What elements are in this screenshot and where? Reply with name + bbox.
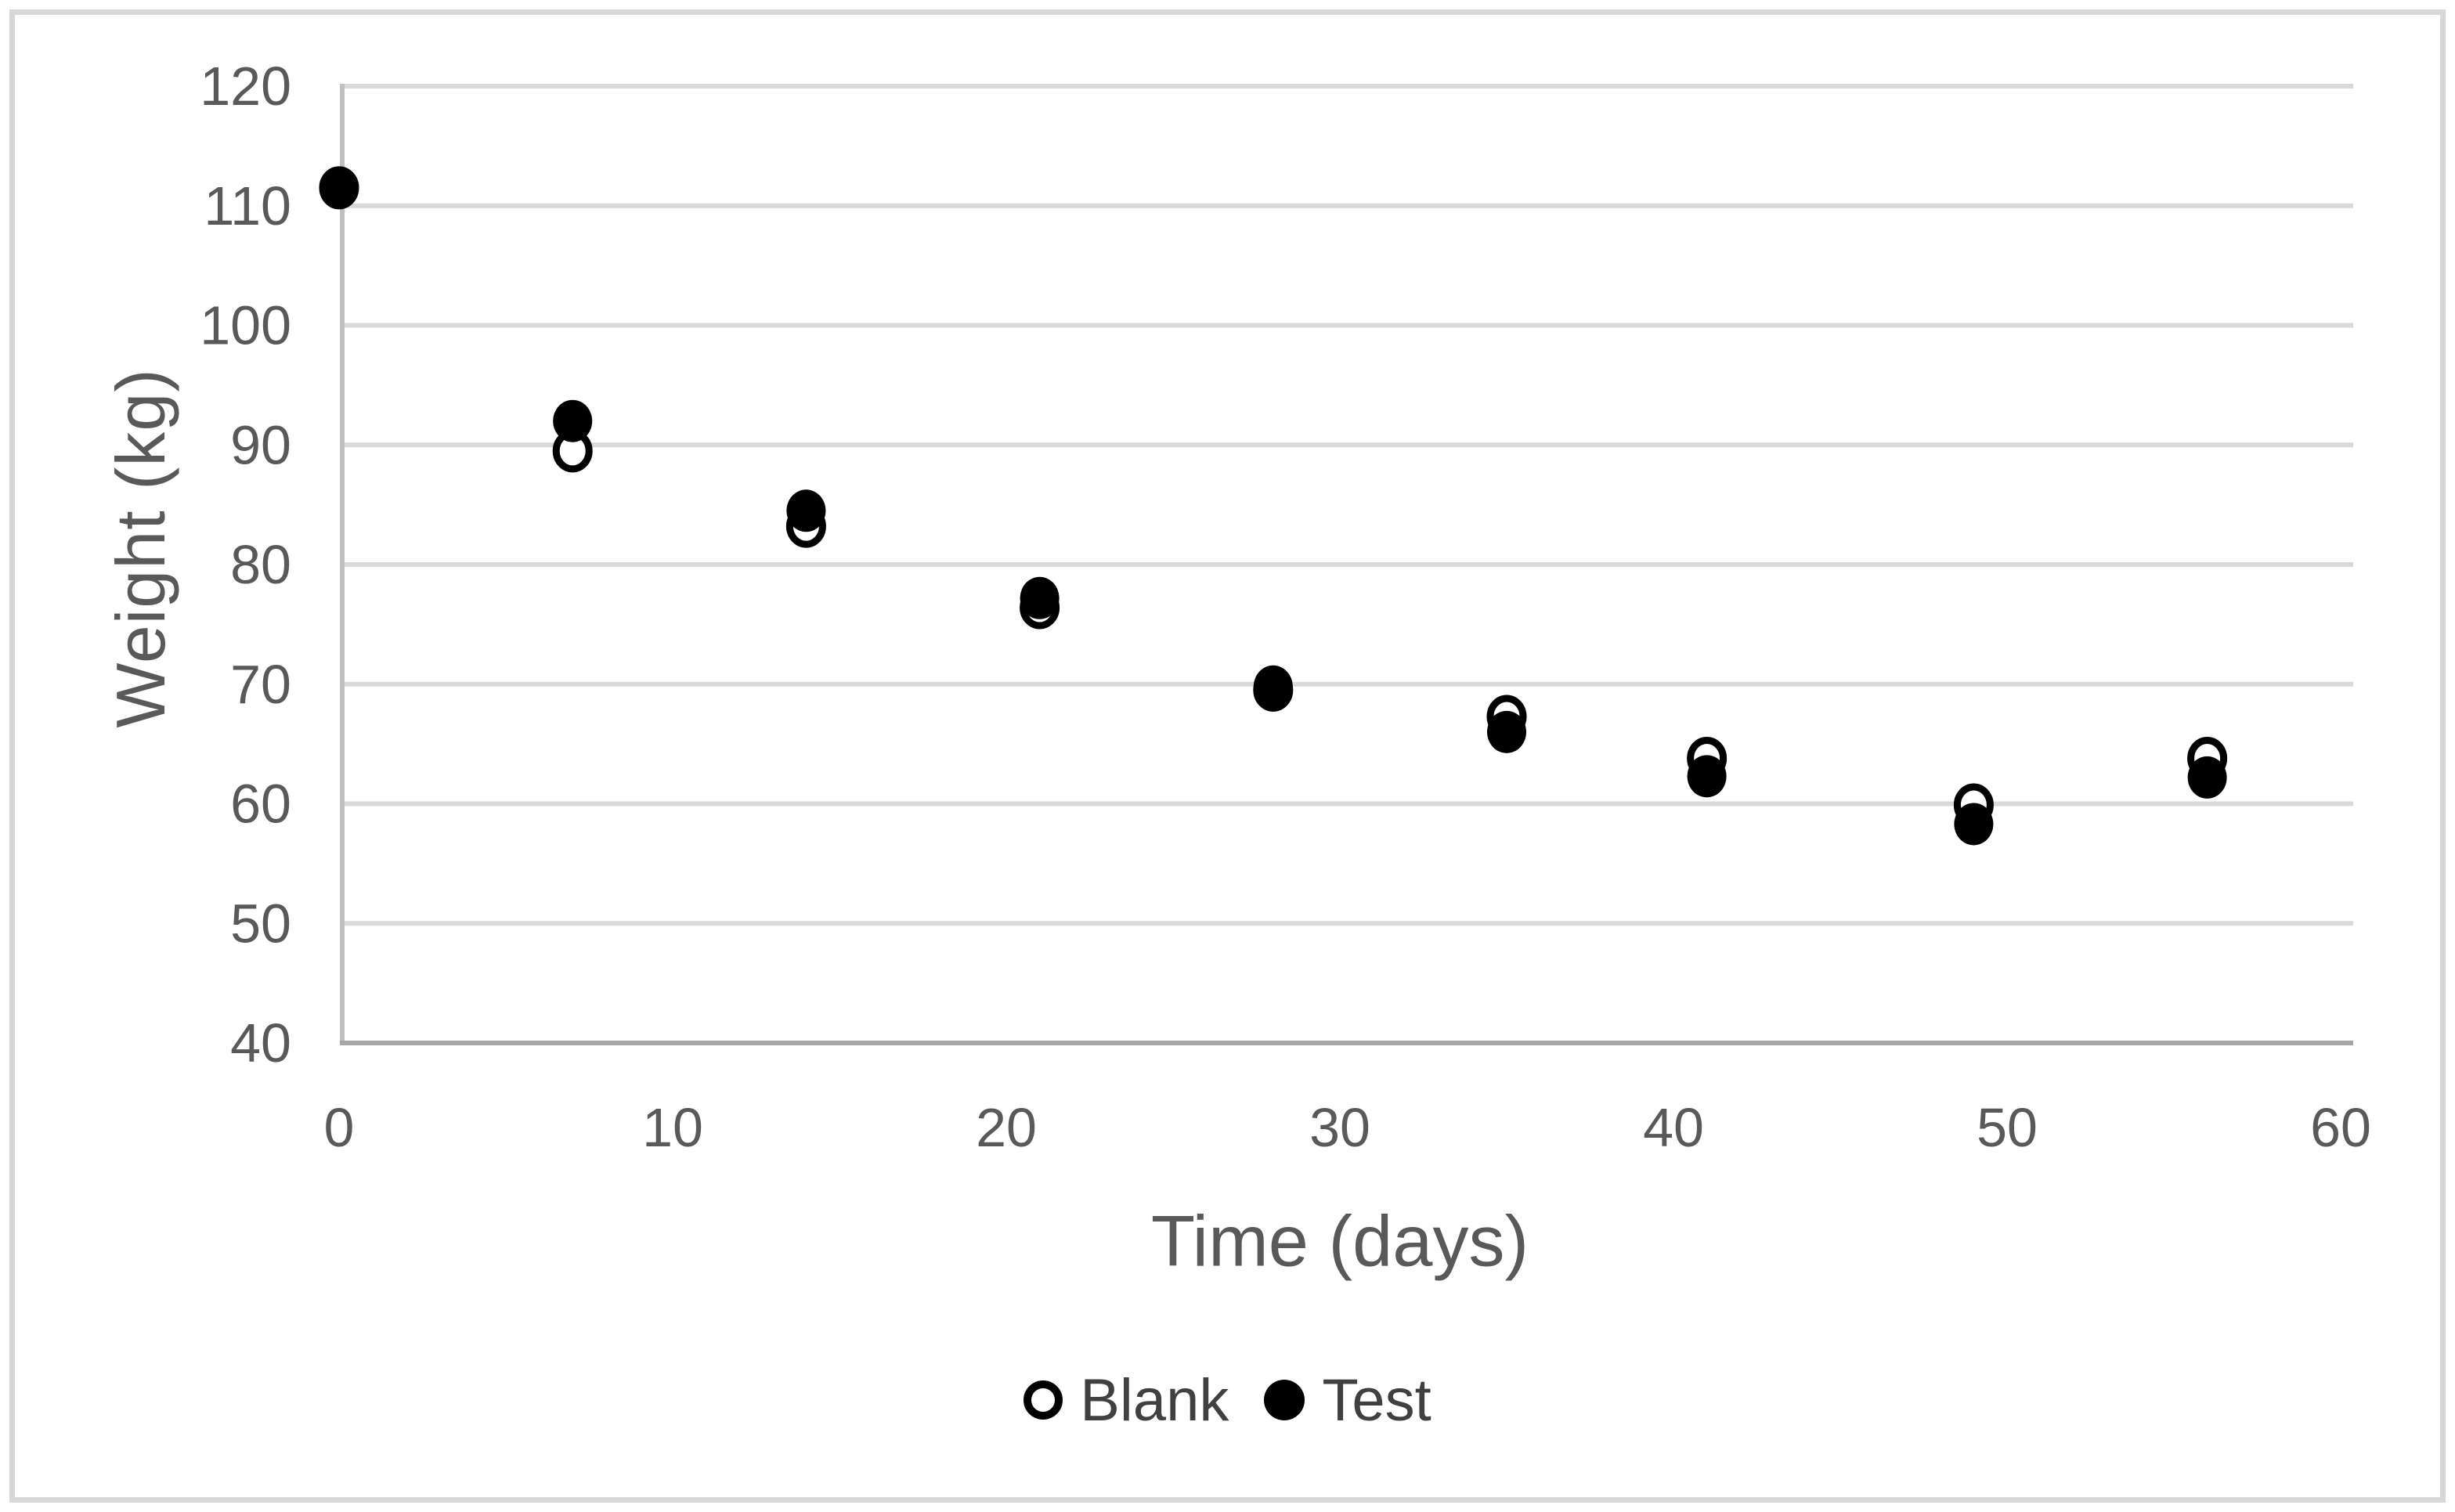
data-point-test (320, 166, 359, 209)
x-axis-title: Time (days) (1150, 1201, 1529, 1282)
x-tick-label: 0 (324, 1097, 355, 1158)
x-tick-label: 30 (1309, 1097, 1370, 1158)
y-axis-title: Weight (kg) (102, 368, 179, 728)
x-tick-label: 10 (642, 1097, 703, 1158)
data-point-test (1487, 710, 1526, 753)
open-circle-icon (1024, 1380, 1063, 1420)
y-tick-label: 50 (230, 893, 291, 954)
y-tick-label: 120 (200, 56, 291, 117)
x-tick-label: 20 (976, 1097, 1037, 1158)
legend-label-blank: Blank (1080, 1366, 1229, 1434)
legend-item-blank: Blank (1024, 1366, 1229, 1434)
y-tick-label: 60 (230, 774, 291, 835)
data-point-test (1687, 755, 1727, 798)
x-tick-label: 40 (1643, 1097, 1704, 1158)
filled-circle-icon (1264, 1380, 1305, 1420)
y-tick-label: 100 (200, 295, 291, 356)
y-tick-label: 90 (230, 414, 291, 475)
x-tick-label: 50 (1977, 1097, 2038, 1158)
data-point-test (2187, 756, 2227, 799)
legend-label-test: Test (1322, 1366, 1431, 1434)
x-tick-label: 60 (2310, 1097, 2371, 1158)
y-tick-label: 70 (230, 654, 291, 715)
legend-item-test: Test (1264, 1366, 1431, 1434)
data-point-test (1954, 803, 1994, 846)
data-point-test (786, 489, 826, 532)
data-point-test (1253, 665, 1293, 708)
y-tick-label: 110 (204, 175, 291, 236)
y-tick-label: 80 (230, 534, 291, 595)
data-point-test (553, 399, 593, 442)
y-tick-label: 40 (230, 1012, 291, 1074)
data-point-test (1020, 576, 1060, 619)
